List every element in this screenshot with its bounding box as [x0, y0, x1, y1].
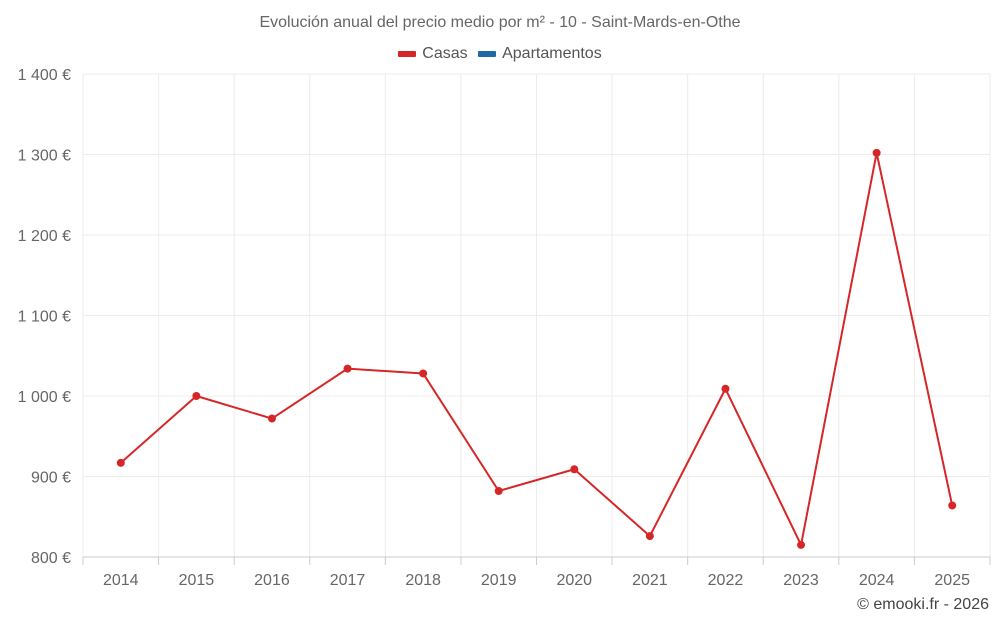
data-point-casas	[192, 392, 201, 400]
data-point-casas	[570, 465, 579, 474]
x-axis-ticks: 2014 2015 2016 2017 2018 2019 2020 2021 2022 2023…	[82, 557, 991, 589]
legend-swatch-apartamentos	[478, 51, 497, 57]
credit-text: © emooki.fr - 2026	[857, 596, 989, 613]
legend-item-casas[interactable]: Casas	[398, 45, 468, 63]
y-tick-label: 1 100 €	[18, 309, 71, 326]
grid	[82, 73, 991, 557]
data-point-casas	[419, 369, 428, 378]
data-point-casas	[116, 458, 125, 467]
data-point-casas	[797, 540, 806, 549]
x-tick-label: 2024	[859, 572, 895, 589]
y-tick-label: 1 400 €	[18, 67, 71, 84]
data-point-casas	[267, 414, 276, 423]
x-tick-label: 2020	[556, 572, 592, 589]
y-tick-label: 900 €	[31, 470, 71, 487]
y-tick-label: 1 000 €	[18, 389, 71, 406]
y-tick-label: 1 300 €	[18, 148, 71, 165]
y-axis-ticks: 800 € 900 € 1 000 € 1 100 € 1 200 € 1 300 € 1 …	[18, 67, 71, 567]
x-tick-label: 2021	[632, 572, 668, 589]
y-tick-label: 1 200 €	[18, 228, 71, 245]
data-point-casas	[494, 486, 503, 495]
legend-swatch-casas	[398, 51, 417, 57]
series-casas	[116, 148, 957, 549]
chart-title: Evolución anual del precio medio por m² …	[259, 14, 741, 31]
x-tick-label: 2014	[103, 572, 139, 589]
x-tick-label: 2018	[405, 572, 441, 589]
data-point-casas	[645, 532, 654, 541]
legend: Casas Apartamentos	[0, 44, 1000, 63]
x-tick-label: 2023	[783, 572, 819, 589]
legend-label-apartamentos: Apartamentos	[502, 45, 602, 62]
legend-label-casas: Casas	[422, 45, 468, 62]
data-point-casas	[721, 384, 730, 393]
x-tick-label: 2015	[179, 572, 215, 589]
data-point-casas	[948, 501, 957, 510]
legend-item-apartamentos[interactable]: Apartamentos	[478, 45, 602, 63]
x-tick-label: 2025	[934, 572, 970, 589]
data-point-casas	[343, 364, 352, 373]
x-tick-label: 2017	[330, 572, 366, 589]
y-tick-label: 800 €	[31, 550, 71, 567]
x-tick-label: 2019	[481, 572, 517, 589]
x-tick-label: 2022	[708, 572, 744, 589]
data-point-casas	[872, 148, 881, 157]
x-tick-label: 2016	[254, 572, 290, 589]
series-line-casas	[120, 151, 954, 546]
